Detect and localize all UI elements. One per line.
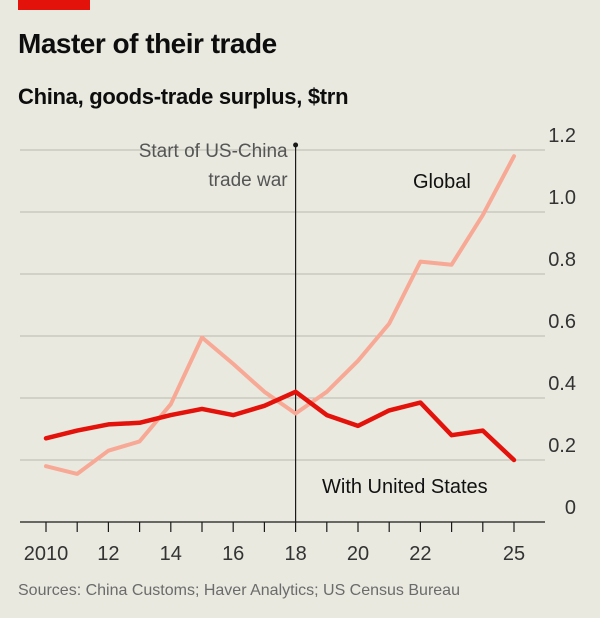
y-tick-label: 0.8 <box>548 249 576 271</box>
x-tick-label: 22 <box>409 543 431 565</box>
annotation-label: trade war <box>208 170 288 191</box>
x-tick-label: 2010 <box>24 543 69 565</box>
x-tick-label: 20 <box>347 543 369 565</box>
x-tick-label: 12 <box>97 543 119 565</box>
annotation-label: Start of US-China <box>139 141 288 162</box>
annotation-dot <box>293 142 299 148</box>
series-line-global <box>44 154 516 476</box>
x-tick-label: 18 <box>284 543 306 565</box>
x-tick-label: 25 <box>503 543 525 565</box>
chart-subtitle: China, goods-trade surplus, $trn <box>18 84 349 109</box>
series-label-global: Global <box>413 171 471 193</box>
y-tick-label: 1.0 <box>548 187 576 209</box>
chart-source: Sources: China Customs; Haver Analytics;… <box>18 582 460 599</box>
series-label-us: With United States <box>322 476 488 498</box>
series-line-us <box>43 389 517 463</box>
chart-title: Master of their trade <box>18 28 277 59</box>
x-tick-label: 16 <box>222 543 244 565</box>
y-tick-label: 0.4 <box>548 373 576 395</box>
x-tick-label: 14 <box>160 543 182 565</box>
y-tick-label: 1.2 <box>548 125 576 147</box>
y-tick-label: 0 <box>565 497 576 519</box>
y-tick-label: 0.2 <box>548 435 576 457</box>
y-tick-label: 0.6 <box>548 311 576 333</box>
brand-bar <box>18 0 90 10</box>
